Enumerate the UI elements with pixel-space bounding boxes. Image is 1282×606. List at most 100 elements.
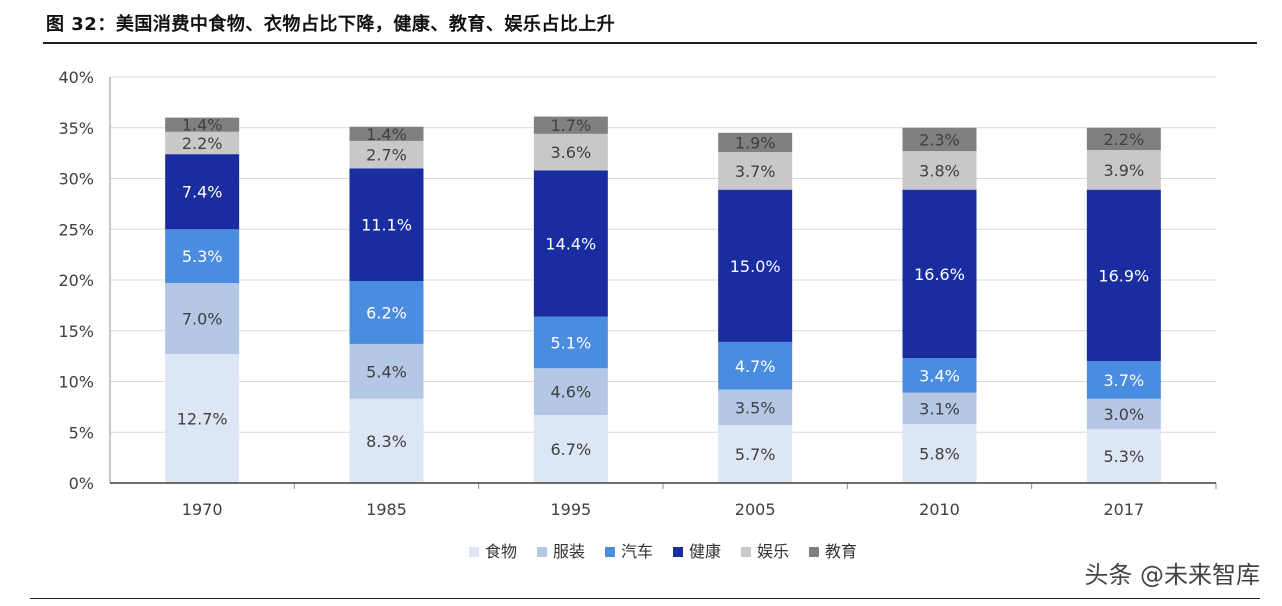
data-label: 7.4% <box>182 183 223 202</box>
legend-label: 食物 <box>485 542 517 561</box>
data-label: 3.1% <box>919 399 960 418</box>
data-label: 8.3% <box>366 432 407 451</box>
bar-segment <box>902 424 977 483</box>
data-label: 1.4% <box>182 116 223 135</box>
x-tick-label: 2005 <box>735 500 776 519</box>
legend-swatch <box>673 547 683 557</box>
data-label: 4.6% <box>551 383 592 402</box>
bar-segment <box>718 389 793 426</box>
data-label: 5.3% <box>182 247 223 266</box>
legend-label: 娱乐 <box>757 542 789 561</box>
data-label: 2.7% <box>366 146 407 165</box>
data-label: 4.7% <box>735 357 776 376</box>
y-tick-label: 0% <box>69 474 94 493</box>
data-label: 5.3% <box>1104 447 1145 466</box>
bar-segment <box>165 154 240 230</box>
bar-segment <box>165 229 240 284</box>
x-tick-label: 1970 <box>182 500 223 519</box>
legend: 食物 服装 汽车 健康 娱乐 教育 <box>469 542 857 561</box>
bar-segment <box>349 398 424 483</box>
bar-segment <box>533 133 608 171</box>
legend-swatch <box>741 547 751 557</box>
y-tick-label: 40% <box>58 68 94 87</box>
y-tick-label: 20% <box>58 271 94 290</box>
bar-segment <box>533 368 608 415</box>
legend-swatch <box>605 547 615 557</box>
y-tick-label: 15% <box>58 322 94 341</box>
data-label: 3.5% <box>735 398 776 417</box>
data-label: 16.9% <box>1098 266 1149 285</box>
bar-segment <box>165 117 240 132</box>
data-label: 15.0% <box>730 257 781 276</box>
data-label: 16.6% <box>914 265 965 284</box>
bar-segment <box>349 343 424 399</box>
bar-segment <box>349 140 424 169</box>
bar-segment <box>1086 150 1161 190</box>
bar-segment <box>902 151 977 190</box>
data-label: 3.7% <box>1104 371 1145 390</box>
bar-segment <box>902 189 977 359</box>
legend-swatch <box>809 547 819 557</box>
data-label: 3.6% <box>551 143 592 162</box>
bar-segment <box>718 189 793 342</box>
y-tick-label: 30% <box>58 170 94 189</box>
bar-segment <box>533 414 608 483</box>
bar-segment <box>533 316 608 369</box>
watermark-text: 头条 @未来智库 <box>1084 561 1260 589</box>
x-tick-label: 1995 <box>550 500 591 519</box>
data-label: 5.7% <box>735 445 776 464</box>
bar-segment <box>718 425 793 483</box>
x-axis-ticks: 1970 1985 1995 2005 2010 2017 <box>182 500 1144 519</box>
bottom-divider <box>30 598 1260 599</box>
x-tick-label: 2010 <box>919 500 960 519</box>
data-label: 14.4% <box>545 234 596 253</box>
data-label: 3.7% <box>735 162 776 181</box>
y-tick-label: 5% <box>69 423 94 442</box>
data-label: 3.8% <box>919 161 960 180</box>
bar-segment <box>902 392 977 425</box>
data-label: 3.4% <box>919 366 960 385</box>
data-label: 6.7% <box>551 440 592 459</box>
legend-label: 服装 <box>553 542 585 561</box>
data-label: 6.2% <box>366 303 407 322</box>
bar-segment <box>902 358 977 393</box>
legend-label: 教育 <box>825 542 857 561</box>
bar-segment <box>165 354 240 483</box>
bar-segment <box>349 126 424 141</box>
legend-swatch <box>537 547 547 557</box>
bar-segment <box>902 127 977 152</box>
bar-segment <box>1086 189 1161 362</box>
y-axis-ticks: 0% 5% 10% 15% 20% 25% 30% 35% 40% <box>58 68 94 493</box>
bar-segment <box>1086 429 1161 483</box>
bar-segment <box>1086 127 1161 151</box>
bar-labels: 12.7%7.0%5.3%7.4%2.2%1.4%8.3%5.4%6.2%11.… <box>177 116 1149 466</box>
data-label: 7.0% <box>182 310 223 329</box>
data-label: 1.7% <box>551 116 592 135</box>
x-tick-label: 1985 <box>366 500 407 519</box>
y-tick-label: 25% <box>58 220 94 239</box>
bar-segment <box>165 283 240 355</box>
legend-label: 汽车 <box>621 542 653 561</box>
data-label: 5.8% <box>919 445 960 464</box>
data-label: 11.1% <box>361 216 412 235</box>
data-label: 2.2% <box>1104 130 1145 149</box>
bars <box>165 116 1161 483</box>
y-tick-label: 35% <box>58 119 94 138</box>
bar-segment <box>718 152 793 190</box>
bar-segment <box>349 168 424 282</box>
data-label: 2.3% <box>919 130 960 149</box>
bar-segment <box>349 281 424 344</box>
data-label: 1.9% <box>735 133 776 152</box>
data-label: 5.1% <box>551 333 592 352</box>
title-divider <box>43 42 1257 44</box>
x-tick-label: 2017 <box>1103 500 1144 519</box>
data-label: 5.4% <box>366 362 407 381</box>
grid-lines <box>110 76 1216 433</box>
bar-segment <box>533 116 608 134</box>
data-label: 2.2% <box>182 134 223 153</box>
legend-swatch <box>469 547 479 557</box>
legend-label: 健康 <box>689 542 721 561</box>
data-label: 3.9% <box>1104 161 1145 180</box>
bar-segment <box>718 341 793 390</box>
